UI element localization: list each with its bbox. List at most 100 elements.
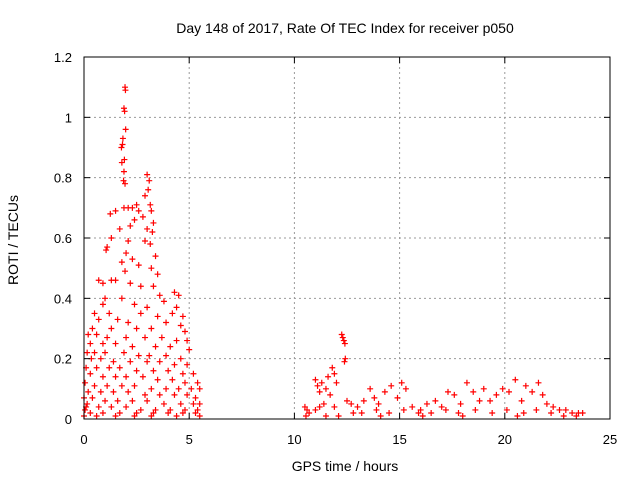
y-tick-label: 0.4 bbox=[54, 291, 72, 306]
data-point-marker bbox=[142, 391, 149, 398]
data-point-marker bbox=[116, 225, 123, 232]
y-tick-label: 1.2 bbox=[54, 50, 72, 65]
data-point-marker bbox=[339, 334, 346, 341]
data-point-marker bbox=[302, 412, 309, 419]
data-point-marker bbox=[144, 225, 151, 232]
data-point-marker bbox=[573, 412, 580, 419]
data-point-marker bbox=[341, 340, 348, 347]
data-point-marker bbox=[150, 409, 157, 416]
data-point-marker bbox=[97, 355, 104, 362]
data-point-marker bbox=[129, 204, 136, 211]
data-point-marker bbox=[196, 400, 203, 407]
data-point-marker bbox=[476, 397, 483, 404]
data-point-marker bbox=[102, 349, 109, 356]
data-point-marker bbox=[340, 337, 347, 344]
data-point-marker bbox=[154, 376, 161, 383]
data-point-marker bbox=[342, 355, 349, 362]
data-point-marker bbox=[423, 400, 430, 407]
data-point-marker bbox=[125, 388, 132, 395]
data-point-marker bbox=[569, 409, 576, 416]
data-point-marker bbox=[93, 412, 100, 419]
data-point-marker bbox=[190, 370, 197, 377]
data-point-marker bbox=[91, 349, 98, 356]
data-point-marker bbox=[127, 222, 134, 229]
x-tick-label: 0 bbox=[80, 432, 87, 447]
data-point-marker bbox=[108, 403, 115, 410]
data-point-marker bbox=[137, 310, 144, 317]
data-point-marker bbox=[125, 238, 132, 245]
data-point-marker bbox=[99, 373, 106, 380]
data-point-marker bbox=[196, 412, 203, 419]
data-point-marker bbox=[133, 325, 140, 332]
data-point-marker bbox=[91, 310, 98, 317]
data-point-marker bbox=[144, 171, 151, 178]
data-point-marker bbox=[301, 403, 308, 410]
x-tick-label: 20 bbox=[498, 432, 512, 447]
data-point-marker bbox=[377, 412, 384, 419]
data-point-marker bbox=[167, 343, 174, 350]
data-point-marker bbox=[144, 397, 151, 404]
data-point-marker bbox=[186, 346, 193, 353]
data-point-marker bbox=[409, 403, 416, 410]
data-point-marker bbox=[316, 403, 323, 410]
data-point-marker bbox=[535, 379, 542, 386]
data-point-marker bbox=[163, 385, 170, 392]
data-point-marker bbox=[386, 409, 393, 416]
data-point-marker bbox=[331, 403, 338, 410]
data-point-marker bbox=[358, 409, 365, 416]
data-point-marker bbox=[148, 265, 155, 272]
data-point-marker bbox=[142, 238, 149, 245]
data-point-marker bbox=[503, 406, 510, 413]
data-point-marker bbox=[118, 144, 125, 151]
data-point-marker bbox=[304, 406, 311, 413]
data-point-marker bbox=[112, 277, 119, 284]
data-point-marker bbox=[529, 388, 536, 395]
data-point-marker bbox=[171, 289, 178, 296]
data-point-marker bbox=[129, 397, 136, 404]
data-point-marker bbox=[131, 301, 138, 308]
data-point-marker bbox=[93, 364, 100, 371]
data-point-marker bbox=[173, 304, 180, 311]
data-point-marker bbox=[123, 250, 130, 257]
data-point-marker bbox=[87, 340, 94, 347]
data-point-marker bbox=[85, 388, 92, 395]
data-point-marker bbox=[95, 403, 102, 410]
data-point-marker bbox=[560, 412, 567, 419]
data-point-marker bbox=[133, 409, 140, 416]
data-point-marker bbox=[520, 409, 527, 416]
data-point-marker bbox=[165, 367, 172, 374]
data-point-marker bbox=[442, 406, 449, 413]
data-point-marker bbox=[137, 283, 144, 290]
data-point-marker bbox=[91, 382, 98, 389]
data-point-marker bbox=[562, 406, 569, 413]
data-point-marker bbox=[156, 391, 163, 398]
data-point-marker bbox=[470, 388, 477, 395]
data-point-marker bbox=[137, 406, 144, 413]
data-point-marker bbox=[388, 382, 395, 389]
data-point-marker bbox=[177, 322, 184, 329]
data-point-marker bbox=[312, 406, 319, 413]
data-point-marker bbox=[455, 409, 462, 416]
data-point-marker bbox=[175, 292, 182, 299]
data-point-marker bbox=[373, 406, 380, 413]
data-point-marker bbox=[194, 406, 201, 413]
data-point-marker bbox=[402, 385, 409, 392]
data-point-marker bbox=[125, 319, 132, 326]
data-point-marker bbox=[120, 105, 127, 112]
data-point-marker bbox=[184, 337, 191, 344]
data-point-marker bbox=[179, 313, 186, 320]
data-point-marker bbox=[135, 262, 142, 269]
data-point-marker bbox=[99, 340, 106, 347]
data-point-marker bbox=[169, 310, 176, 317]
data-point-marker bbox=[147, 201, 154, 208]
data-point-marker bbox=[167, 406, 174, 413]
data-point-marker bbox=[415, 409, 422, 416]
data-point-marker bbox=[104, 244, 111, 251]
data-point-marker bbox=[533, 406, 540, 413]
data-point-marker bbox=[110, 388, 117, 395]
data-point-marker bbox=[327, 391, 334, 398]
x-tick-labels: 0 5 10 15 20 25 bbox=[80, 432, 617, 447]
data-point-marker bbox=[82, 406, 89, 413]
y-tick-label: 0.6 bbox=[54, 231, 72, 246]
